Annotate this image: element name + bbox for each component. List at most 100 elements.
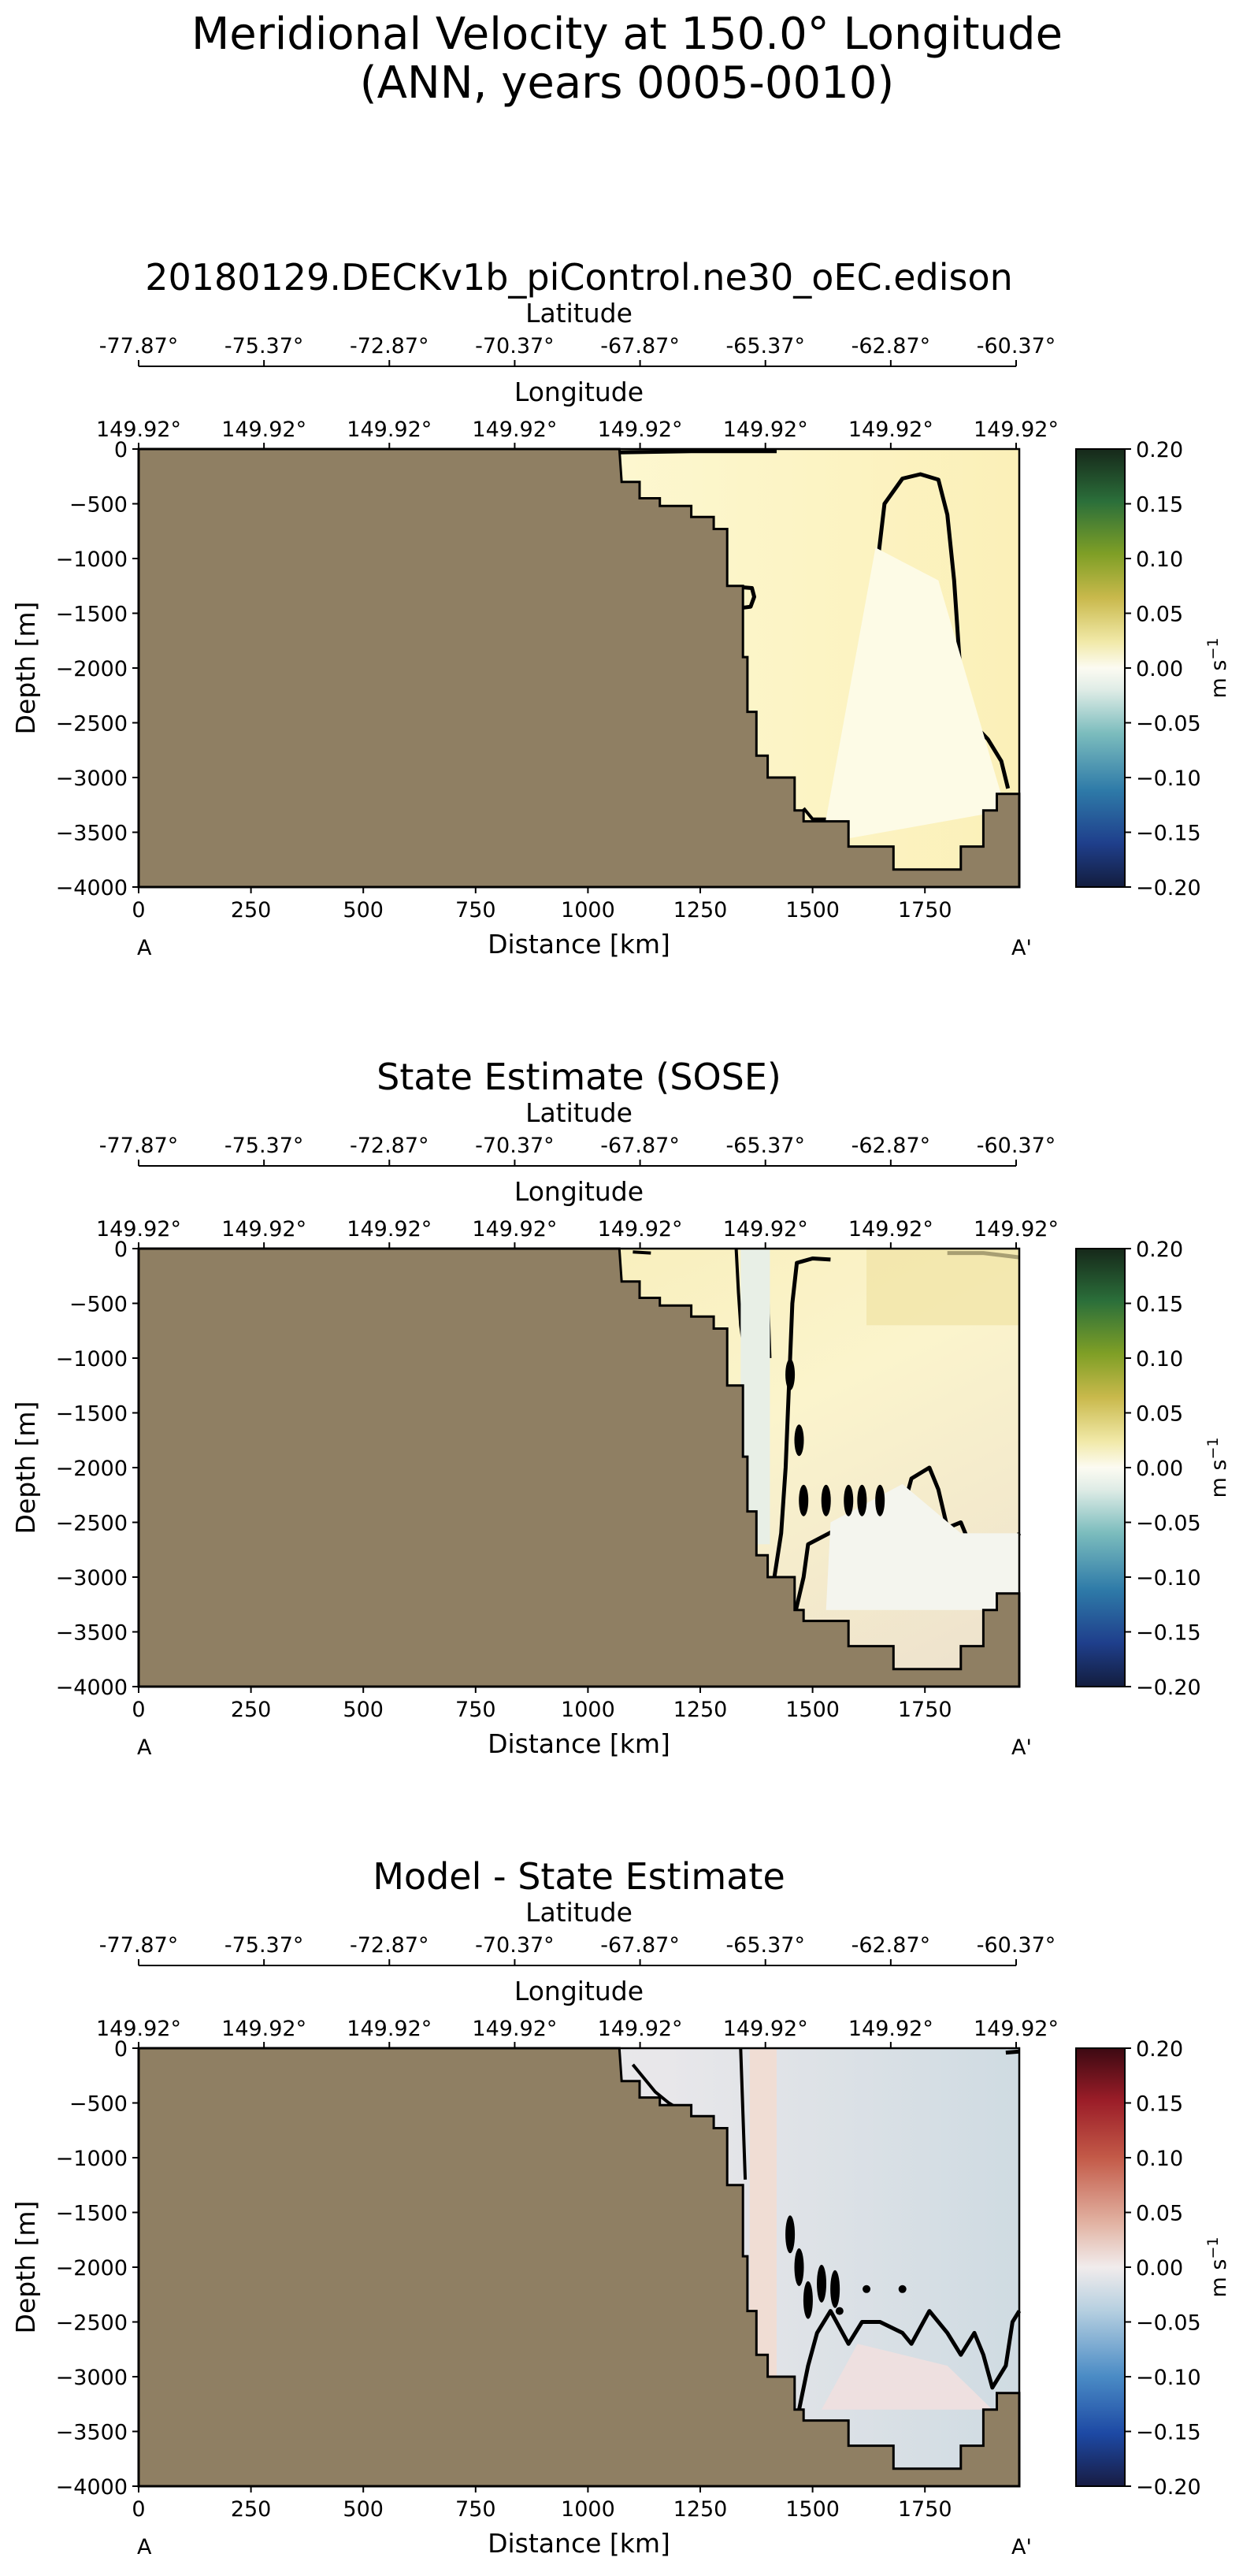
y-tick-label: 0 <box>114 2037 128 2062</box>
contour-line <box>802 807 826 821</box>
longitude-tick-label: 149.92° <box>472 418 557 442</box>
contour-line <box>1005 2049 1020 2055</box>
colorbar-label-exponent: −1 <box>1204 2237 1222 2259</box>
x-tick-label: 1250 <box>673 1698 728 1722</box>
latitude-tick-label: -70.37° <box>475 1933 555 1958</box>
x-tick-label: 0 <box>132 1698 145 1722</box>
x-tick-label: 1000 <box>561 2497 615 2522</box>
colorbar-tick-label: 0.10 <box>1136 1347 1183 1372</box>
panel-title: 20180129.DECKv1b_piControl.ne30_oEC.edis… <box>145 256 1013 299</box>
x-tick-label: 0 <box>132 2497 145 2522</box>
bathymetry-land <box>137 2047 1021 2488</box>
contour-line <box>620 449 777 455</box>
x-tick-label: 1250 <box>673 898 728 922</box>
y-tick-label: −500 <box>69 1293 128 1317</box>
contour-blob <box>821 1484 831 1516</box>
colorbar-tick-label: −0.20 <box>1136 1676 1201 1700</box>
colorbar-tick-label: −0.10 <box>1136 766 1201 791</box>
longitude-tick-label: 149.92° <box>848 1217 933 1242</box>
y-tick-label: −1500 <box>56 1402 128 1427</box>
longitude-tick-label: 149.92° <box>221 418 306 442</box>
longitude-tick-label: 149.92° <box>472 1217 557 1242</box>
colorbar-tick-label: −0.20 <box>1136 2475 1201 2500</box>
y-tick-label: −3500 <box>56 1621 128 1646</box>
x-axis-label: Distance [km] <box>488 2528 670 2559</box>
x-tick-label: 750 <box>455 898 496 922</box>
figure-title: Meridional Velocity at 150.0° Longitude <box>191 9 1063 60</box>
x-tick-label: 1000 <box>561 1698 615 1722</box>
longitude-tick-label: 149.92° <box>96 418 181 442</box>
x-tick-label: 0 <box>132 898 145 922</box>
colorbar-label: m s−1 <box>1204 638 1231 699</box>
y-tick-label: −2000 <box>56 2256 128 2281</box>
longitude-tick-label: 149.92° <box>472 2017 557 2041</box>
longitude-tick-label: 149.92° <box>723 2017 808 2041</box>
y-tick-label: −1000 <box>56 1347 128 1372</box>
y-tick-label: −3500 <box>56 2421 128 2445</box>
x-tick-label: 500 <box>343 898 384 922</box>
longitude-axis-label: Longitude <box>514 1176 644 1207</box>
panel-title: State Estimate (SOSE) <box>377 1056 781 1098</box>
transect-start-label: A <box>137 936 152 960</box>
shaded-region <box>866 1249 1019 1326</box>
colorbar-label-unit: m s <box>1207 2259 1231 2298</box>
bathymetry-land <box>137 1247 1021 1688</box>
longitude-tick-label: 149.92° <box>221 1217 306 1242</box>
latitude-axis-label: Latitude <box>525 298 633 328</box>
longitude-tick-label: 149.92° <box>347 418 432 442</box>
y-tick-label: −3000 <box>56 2366 128 2390</box>
colorbar <box>1075 1248 1126 1687</box>
x-tick-label: 1750 <box>898 2497 952 2522</box>
y-tick-label: −3000 <box>56 1566 128 1591</box>
y-tick-label: −2500 <box>56 2311 128 2336</box>
latitude-tick-label: -60.37° <box>977 1933 1056 1958</box>
colorbar-label-exponent: −1 <box>1204 1438 1222 1460</box>
x-tick-label: 1500 <box>785 1698 840 1722</box>
colorbar-tick-label: 0.15 <box>1136 1293 1183 1317</box>
y-tick-label: −2500 <box>56 712 128 737</box>
x-tick-label: 250 <box>231 2497 272 2522</box>
latitude-tick-label: -72.87° <box>350 334 429 358</box>
contour-blob <box>875 1484 885 1516</box>
y-tick-label: −2000 <box>56 657 128 681</box>
contour-line <box>772 1256 831 1578</box>
contour-blob <box>794 1424 804 1457</box>
x-axis-label: Distance [km] <box>488 929 670 960</box>
colorbar-tick-label: −0.10 <box>1136 2366 1201 2390</box>
longitude-tick-label: 149.92° <box>221 2017 306 2041</box>
colorbar-tick-label: 0.20 <box>1136 438 1183 462</box>
latitude-tick-label: -62.87° <box>851 1933 931 1958</box>
bathymetry-land <box>137 447 1021 889</box>
longitude-tick-label: 149.92° <box>96 2017 181 2041</box>
colorbar-tick-label: 0.00 <box>1136 657 1183 681</box>
x-tick-label: 1000 <box>561 898 615 922</box>
colorbar-label-unit: m s <box>1207 1460 1231 1498</box>
colorbar-tick-label: 0.05 <box>1136 603 1183 627</box>
x-tick-label: 1500 <box>785 898 840 922</box>
y-tick-label: −4000 <box>56 2475 128 2500</box>
contour-blob <box>794 2248 804 2286</box>
contour-line <box>633 1250 651 1255</box>
colorbar-tick-label: 0.10 <box>1136 2147 1183 2171</box>
colorbar-tick-label: 0.20 <box>1136 2037 1183 2062</box>
latitude-axis-label: Latitude <box>525 1097 633 1128</box>
latitude-tick-label: -75.37° <box>224 334 304 358</box>
contour-blob <box>785 2215 796 2254</box>
x-tick-label: 1250 <box>673 2497 728 2522</box>
latitude-tick-label: -67.87° <box>600 1134 680 1158</box>
panel-model: 20180129.DECKv1b_piControl.ne30_oEC.edis… <box>10 256 1231 960</box>
contour-blob <box>857 1484 867 1516</box>
colorbar-label-unit: m s <box>1207 660 1231 699</box>
colorbar-tick-label: 0.00 <box>1136 1457 1183 1481</box>
y-tick-label: 0 <box>114 438 128 462</box>
shaded-region <box>825 1483 1019 1610</box>
y-tick-label: −500 <box>69 493 128 518</box>
contour-line <box>738 585 756 611</box>
colorbar-tick-label: 0.20 <box>1136 1238 1183 1262</box>
shaded-region <box>822 2344 992 2410</box>
contour-dot <box>835 2307 844 2315</box>
latitude-tick-label: -60.37° <box>977 1134 1056 1158</box>
panel-title: Model - State Estimate <box>373 1855 785 1898</box>
